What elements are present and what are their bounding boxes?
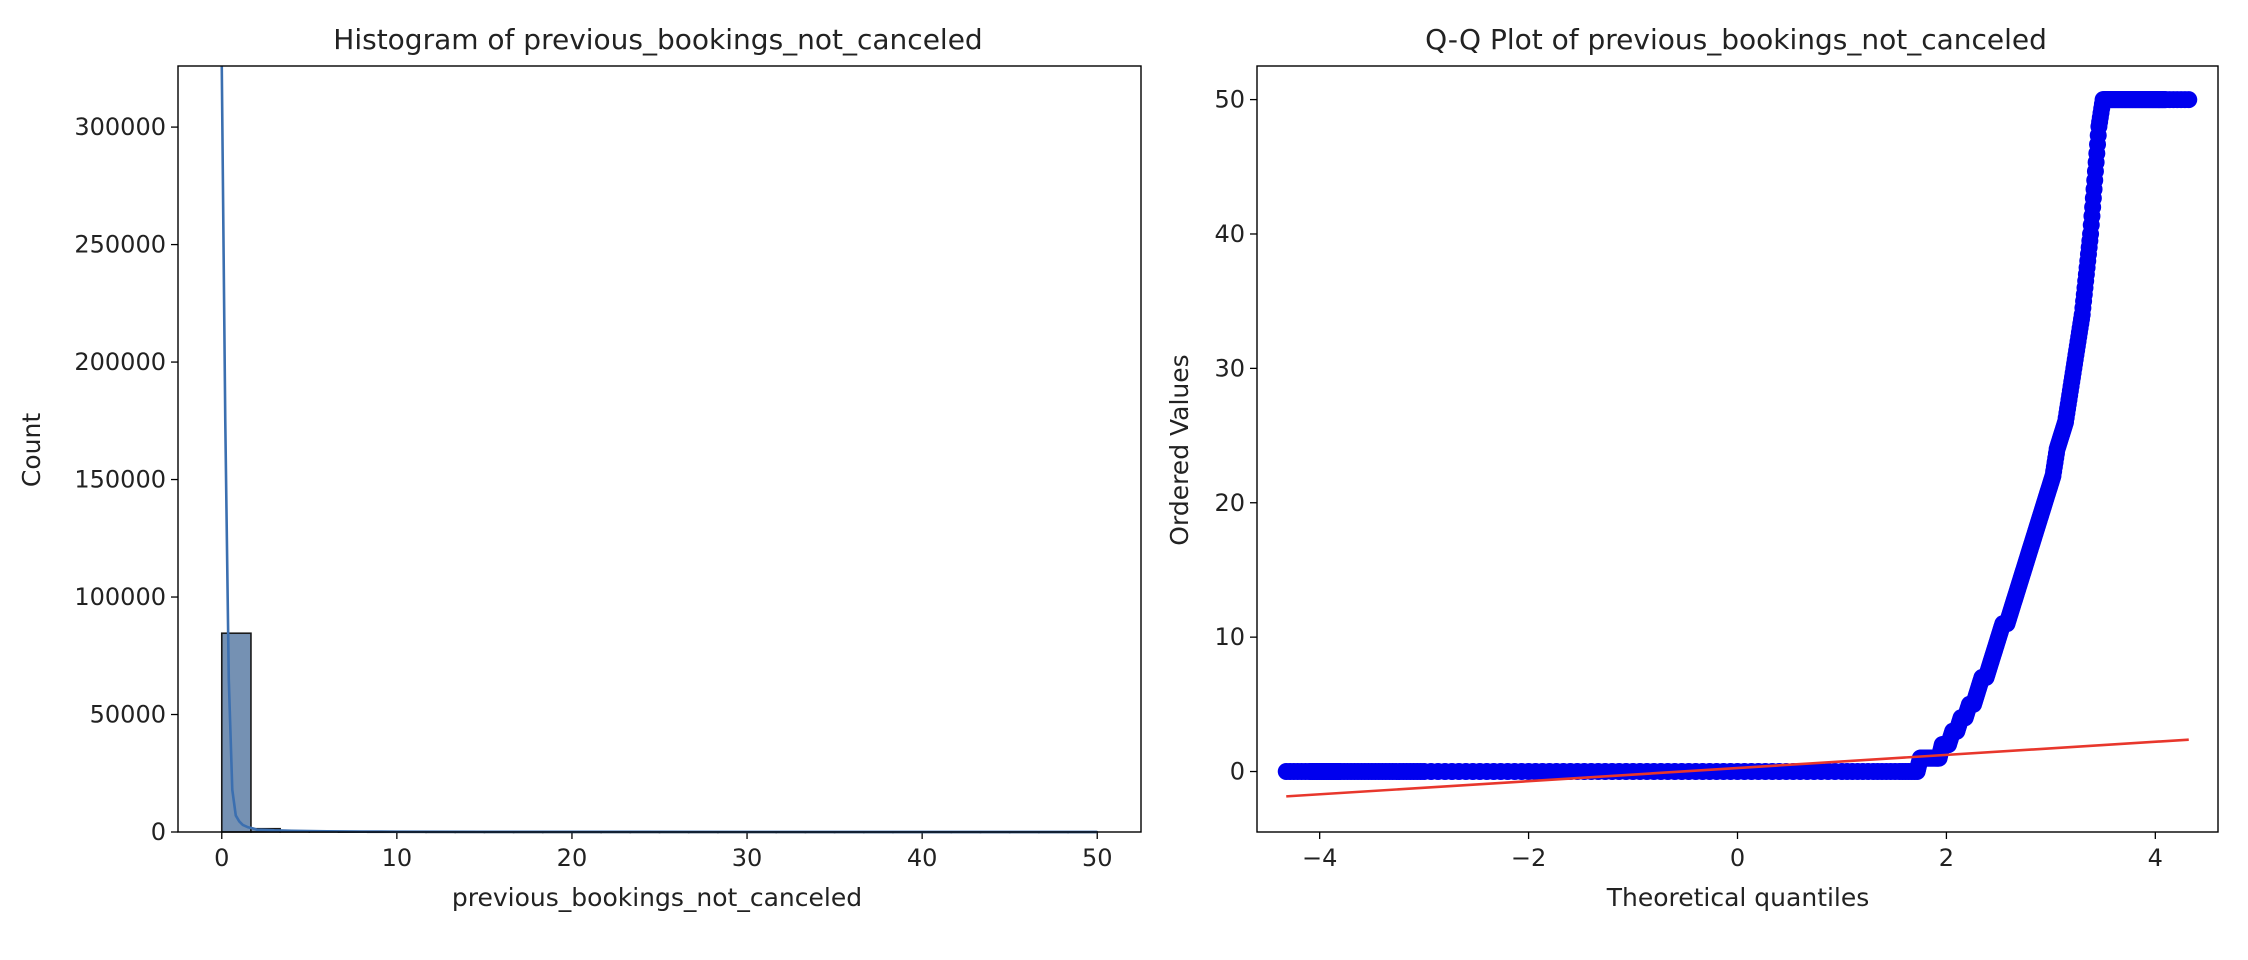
qq-ytick-label: 10 (1214, 623, 1245, 651)
hist-xtick-label: 50 (1082, 844, 1113, 872)
qq-xtick-label: 2 (1939, 844, 1954, 872)
hist-ytick-label: 250000 (74, 231, 166, 259)
qq-title: Q-Q Plot of previous_bookings_not_cancel… (1425, 23, 2047, 56)
histogram-bars (220, 632, 1099, 834)
qq-ytick-label: 50 (1214, 86, 1245, 114)
qq-xlabel: Theoretical quantiles (1606, 883, 1870, 912)
hist-ytick-label: 50000 (90, 701, 166, 729)
qq-fit-line (1286, 738, 2189, 798)
qq-plot-chart: Q-Q Plot of previous_bookings_not_cancel… (1165, 23, 2219, 912)
qq-ylabel: Ordered Values (1165, 354, 1194, 545)
hist-xtick-label: 40 (907, 844, 938, 872)
qq-points (1277, 91, 2198, 781)
hist-xtick-label: 0 (214, 844, 229, 872)
histogram-bar (220, 632, 252, 833)
qq-ytick-label: 40 (1214, 220, 1245, 248)
hist-ytick-label: 0 (151, 818, 166, 846)
qq-ytick-label: 30 (1214, 354, 1245, 382)
qq-point (2180, 91, 2198, 109)
hist-xtick-label: 20 (557, 844, 588, 872)
histogram-ylabel: Count (17, 413, 46, 487)
histogram-title: Histogram of previous_bookings_not_cance… (333, 23, 982, 56)
hist-ytick-label: 200000 (74, 348, 166, 376)
qq-frame (1256, 65, 2219, 833)
hist-ytick-label: 150000 (74, 466, 166, 494)
histogram-chart: Histogram of previous_bookings_not_cance… (17, 23, 1142, 912)
qq-xtick-label: −2 (1511, 844, 1546, 872)
kde-line (220, 65, 1098, 834)
histogram-frame (177, 65, 1142, 833)
qq-xtick-label: 4 (2148, 844, 2163, 872)
qq-ytick-label: 0 (1230, 758, 1245, 786)
hist-xtick-label: 30 (732, 844, 763, 872)
hist-xtick-label: 10 (382, 844, 413, 872)
hist-ytick-label: 100000 (74, 583, 166, 611)
hist-ytick-label: 300000 (74, 113, 166, 141)
qq-xtick-label: 0 (1730, 844, 1745, 872)
qq-xtick-label: −4 (1302, 844, 1337, 872)
qq-ytick-label: 20 (1214, 489, 1245, 517)
histogram-plot-area: 0 10 20 30 40 50 0 50000 100000 150000 200000 25000… (74, 65, 1142, 872)
histogram-xlabel: previous_bookings_not_canceled (452, 883, 862, 912)
